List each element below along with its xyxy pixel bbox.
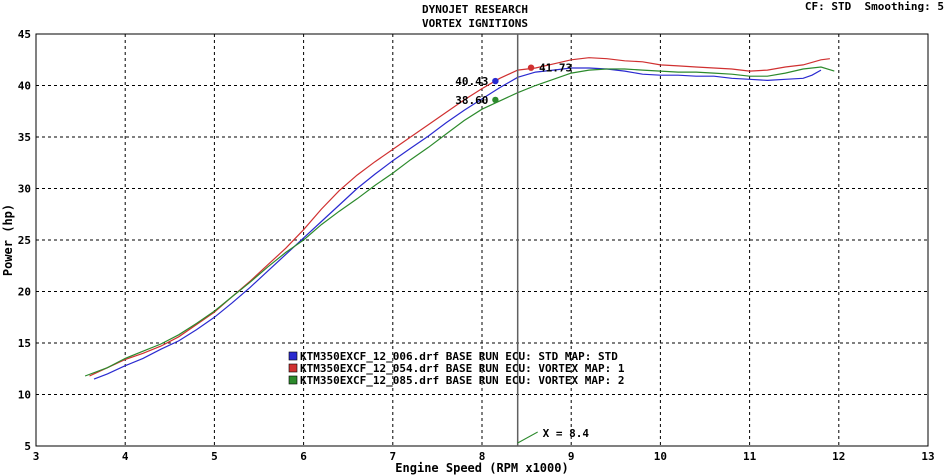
x-tick-label: 13 [921,450,934,463]
x-axis-label: Engine Speed (RPM x1000) [395,461,568,475]
x-tick-label: 3 [33,450,40,463]
x-tick-label: 10 [654,450,667,463]
legend-entry: KTM350EXCF_12_085.drf BASE RUN ECU: VORT… [300,374,625,387]
chart-title: DYNOJET RESEARCH [422,3,528,16]
cursor-label: X = 8.4 [543,427,590,440]
legend-entry: KTM350EXCF_12_006.drf BASE RUN ECU: STD … [300,350,618,363]
y-tick-label: 20 [18,286,31,299]
legend: KTM350EXCF_12_006.drf BASE RUN ECU: STD … [288,350,625,387]
series-line-1 [93,67,822,380]
legend-swatch [288,351,298,361]
legend-swatch [288,375,298,385]
y-tick-label: 35 [18,131,31,144]
value-marker-label: 40.43 [455,75,488,88]
value-marker-dot [492,96,499,104]
y-axis-label: Power (hp) [1,204,15,276]
y-tick-label: 15 [18,337,31,350]
y-tick-label: 10 [18,389,31,402]
correction-smoothing-label: CF: STD Smoothing: 5 [805,0,944,13]
x-tick-label: 9 [568,450,575,463]
y-tick-label: 5 [24,440,31,453]
grid [36,34,928,446]
y-tick-label: 45 [18,28,31,41]
x-tick-label: 8 [479,450,486,463]
chart-subtitle: VORTEX IGNITIONS [422,17,528,30]
legend-entry: KTM350EXCF_12_054.drf BASE RUN ECU: VORT… [300,362,625,375]
cursor-tail [517,431,538,444]
value-marker-dot [527,64,535,71]
x-tick-label: 5 [211,450,218,463]
value-marker-label: 38.60 [455,94,488,107]
x-tick-label: 12 [832,450,845,463]
series-line-2 [89,57,830,377]
x-tick-label: 11 [743,450,757,463]
x-tick-label: 7 [389,450,396,463]
x-tick-label: 6 [300,450,307,463]
y-tick-label: 40 [18,80,31,93]
series-lines [84,57,835,380]
value-markers: 40.43 41.73 38.60 [455,62,572,107]
value-marker-label: 41.73 [539,62,572,75]
value-marker-dot [492,77,499,85]
x-tick-label: 4 [122,450,129,463]
legend-swatch [288,363,298,373]
y-tick-label: 30 [18,183,31,196]
y-tick-label: 25 [18,234,31,247]
rpm-cursor: X = 8.4 [516,34,590,446]
series-line-3 [84,66,835,377]
